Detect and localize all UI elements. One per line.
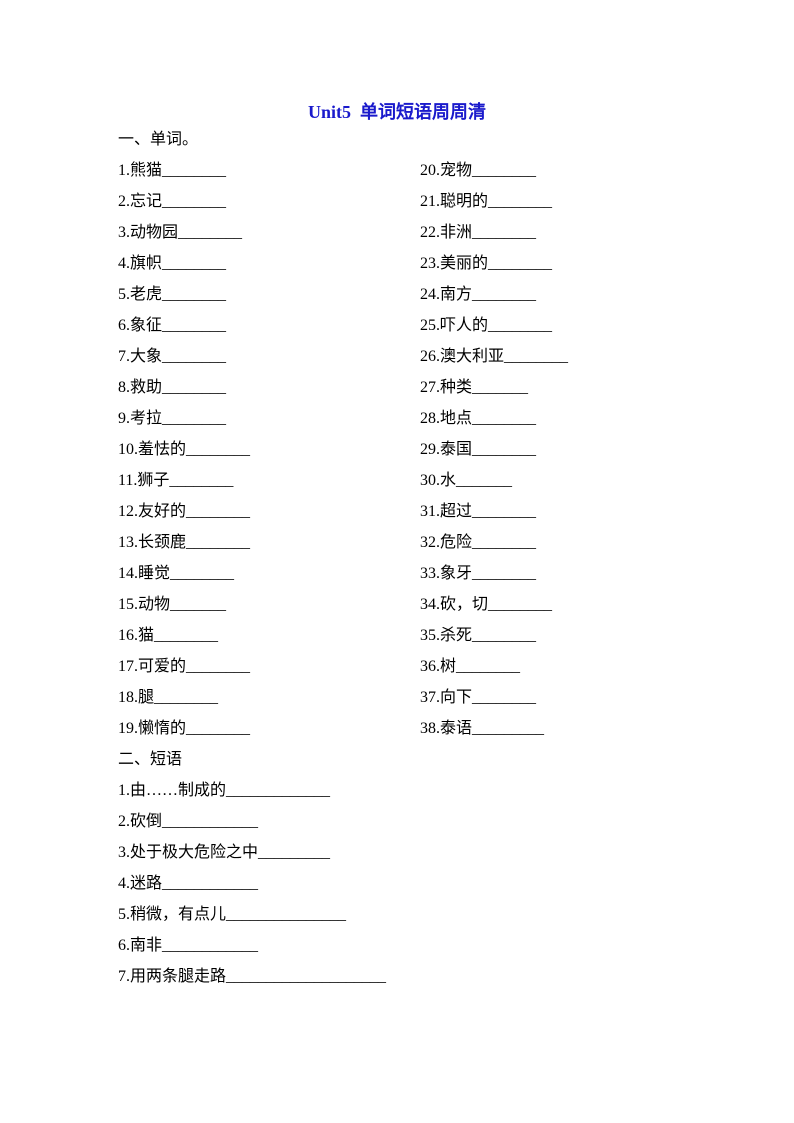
word-item: 9.考拉________	[118, 410, 227, 427]
word-item: 25.吓人的________	[420, 317, 553, 334]
word-item: 37.向下________	[420, 689, 537, 706]
word-item: 3.动物园________	[118, 224, 243, 241]
words-column-right: 20.宠物________ 21.聪明的________ 22.非洲______…	[420, 155, 722, 744]
word-item: 28.地点________	[420, 410, 537, 427]
word-item: 30.水_______	[420, 472, 513, 489]
word-item: 31.超过________	[420, 503, 537, 520]
word-item: 17.可爱的________	[118, 658, 251, 675]
word-item: 13.长颈鹿________	[118, 534, 251, 551]
word-item: 4.旗帜________	[118, 255, 227, 272]
word-item: 20.宠物________	[420, 162, 537, 179]
word-item: 38.泰语_________	[420, 720, 545, 737]
page-title: Unit5 单词短语周周清	[307, 102, 486, 122]
word-item: 10.羞怯的________	[118, 441, 251, 458]
phrase-item: 6.南非____________	[118, 937, 259, 954]
word-item: 29.泰国________	[420, 441, 537, 458]
word-item: 26.澳大利亚________	[420, 348, 569, 365]
word-item: 16.猫________	[118, 627, 219, 644]
word-item: 23.美丽的________	[420, 255, 553, 272]
word-item: 6.象征________	[118, 317, 227, 334]
word-item: 33.象牙________	[420, 565, 537, 582]
word-item: 32.危险________	[420, 534, 537, 551]
word-item: 19.懒惰的________	[118, 720, 251, 737]
words-list: 1.熊猫________ 2.忘记________ 3.动物园________ …	[118, 155, 794, 744]
word-item: 11.狮子________	[118, 472, 234, 489]
word-item: 34.砍，切________	[420, 596, 553, 613]
word-item: 1.熊猫________	[118, 162, 227, 179]
word-item: 12.友好的________	[118, 503, 251, 520]
word-item: 22.非洲________	[420, 224, 537, 241]
word-item: 27.种类_______	[420, 379, 529, 396]
phrase-item: 2.砍倒____________	[118, 813, 259, 830]
phrase-item: 3.处于极大危险之中_________	[118, 844, 331, 861]
phrase-item: 1.由……制成的_____________	[118, 782, 331, 799]
word-item: 21.聪明的________	[420, 193, 553, 210]
word-item: 5.老虎________	[118, 286, 227, 303]
phrase-item: 5.稍微，有点儿_______________	[118, 906, 347, 923]
words-column-left: 1.熊猫________ 2.忘记________ 3.动物园________ …	[118, 155, 420, 744]
phrase-item: 7.用两条腿走路____________________	[118, 968, 387, 985]
word-item: 24.南方________	[420, 286, 537, 303]
word-item: 2.忘记________	[118, 193, 227, 210]
word-item: 7.大象________	[118, 348, 227, 365]
word-item: 8.救助________	[118, 379, 227, 396]
phrases-list: 1.由……制成的_____________ 2.砍倒____________ 3…	[118, 775, 794, 992]
word-item: 15.动物_______	[118, 596, 227, 613]
word-item: 35.杀死________	[420, 627, 537, 644]
word-item: 18.腿________	[118, 689, 219, 706]
section-words-heading: 一、单词。	[118, 131, 199, 148]
word-item: 14.睡觉________	[118, 565, 235, 582]
phrase-item: 4.迷路____________	[118, 875, 259, 892]
section-phrases-heading: 二、短语	[118, 751, 183, 768]
word-item: 36.树________	[420, 658, 521, 675]
